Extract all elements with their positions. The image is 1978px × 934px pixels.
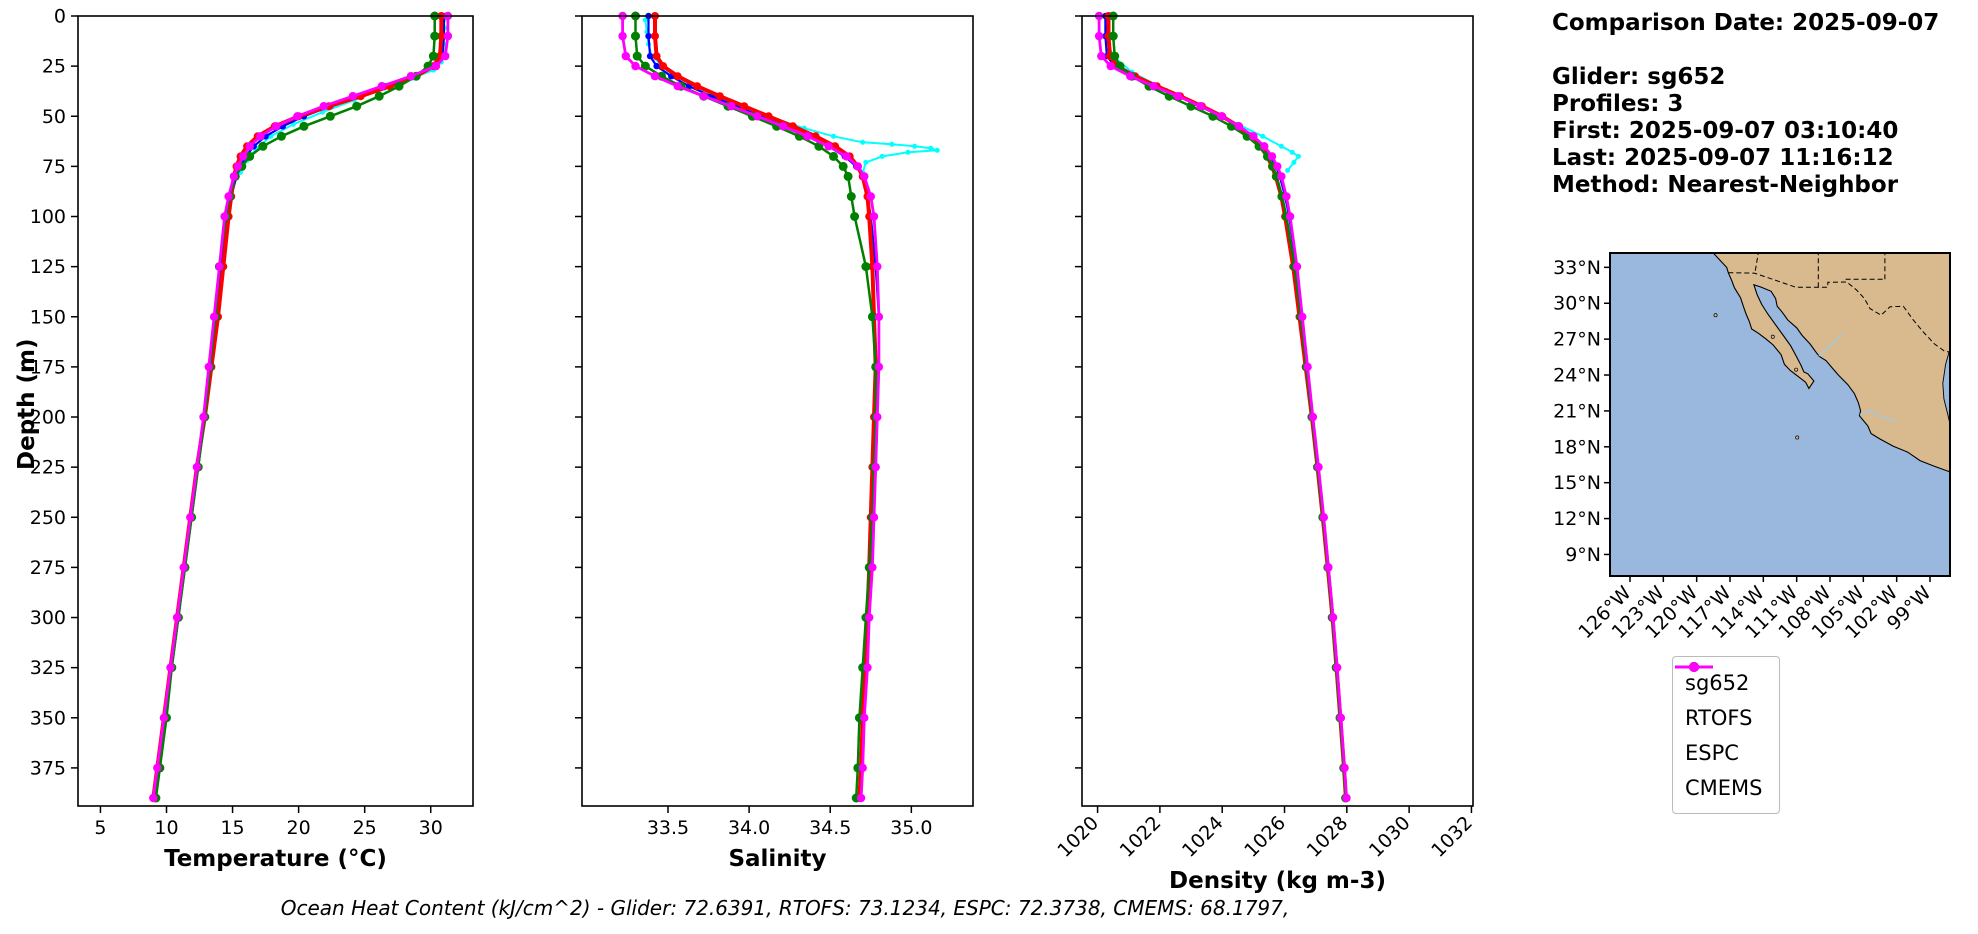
temperature-frame [77, 15, 474, 807]
legend-item-cmems: CMEMS [1675, 662, 1763, 805]
salinity-xtick-label: 34.0 [728, 817, 770, 839]
density-xtick-label: 1026 [1240, 812, 1290, 862]
depth-tick-label: 300 [30, 607, 66, 629]
map-frame [1609, 252, 1951, 577]
depth-tick-label: 275 [30, 557, 66, 579]
map-river [1859, 410, 1897, 423]
temperature-xtick-label: 10 [154, 817, 178, 839]
last-text: Last: 2025-09-07 11:16:12 [1552, 145, 1894, 171]
temperature-xtick-label: 20 [287, 817, 311, 839]
map-lat-label: 21°N [1553, 400, 1601, 422]
depth-tick-label: 0 [54, 6, 66, 28]
density-frame [1081, 15, 1474, 807]
legend-label: CMEMS [1685, 775, 1763, 800]
map-lat-label: 33°N [1553, 257, 1601, 279]
temperature-xtick-label: 25 [353, 817, 377, 839]
temperature-xtick-label: 15 [220, 817, 244, 839]
legend-item-espc: ESPC [1675, 662, 1763, 770]
density-series-glider-raw [1104, 17, 1301, 173]
legend-line-marker-icon [1675, 662, 1713, 672]
map-land [1712, 252, 1951, 473]
temperature-plot: 5 10 15 20 25 3002550751001251501752002252502… [30, 6, 474, 872]
depth-tick-label: 225 [30, 457, 66, 479]
density-xtick-label: 1020 [1053, 812, 1103, 862]
salinity-frame [581, 15, 974, 807]
depth-tick-label: 150 [30, 306, 66, 328]
map-island [1770, 334, 1775, 339]
ohc-caption: Ocean Heat Content (kJ/cm^2) - Glider: 7… [280, 896, 1290, 920]
salinity-series-glider-raw [642, 17, 940, 175]
map-border-line [1754, 252, 1759, 271]
salinity-xtick-label: 34.5 [809, 817, 851, 839]
depth-tick-label: 125 [30, 256, 66, 278]
temperature-xtick-label: 5 [94, 817, 106, 839]
salinity-xtick-label: 35.0 [890, 817, 932, 839]
map-lat-label: 12°N [1553, 508, 1601, 530]
info-gap [1552, 37, 1939, 64]
map-lat-label: 9°N [1565, 544, 1601, 566]
map-lat-label: 30°N [1553, 293, 1601, 315]
map-island [1794, 367, 1799, 372]
depth-tick-label: 375 [30, 757, 66, 779]
temperature-xtick-label: 30 [419, 817, 443, 839]
density-plot: 1020 1022 1024 1026 1028 1030 1032 Density (kg … [1053, 11, 1477, 894]
salinity-series-RTOFS [651, 12, 880, 802]
legend-label: ESPC [1685, 740, 1739, 765]
map-border-line [1728, 272, 1951, 353]
density-xtick-label: 1032 [1427, 812, 1477, 862]
glider-text: Glider: sg652 [1552, 64, 1726, 90]
legend-box: sg652 RTOFS ESPC CMEMS [1672, 656, 1780, 814]
depth-tick-label: 50 [42, 106, 66, 128]
legend-label: RTOFS [1685, 705, 1753, 730]
depth-tick-label: 350 [30, 707, 66, 729]
legend-item-rtofs: RTOFS [1675, 662, 1763, 735]
info-panel: Comparison Date: 2025-09-07 Glider: sg65… [1552, 10, 1939, 199]
map-lat-label: 18°N [1553, 436, 1601, 458]
temperature-axis-label: Temperature (°C) [164, 846, 387, 872]
map-island [1713, 313, 1718, 318]
density-axis-label: Density (kg m-3) [1169, 868, 1386, 894]
density-xtick-label: 1024 [1178, 812, 1228, 862]
method-text: Method: Nearest-Neighbor [1552, 172, 1899, 198]
salinity-xtick-label: 33.5 [647, 817, 689, 839]
salinity-axis-label: Salinity [728, 846, 826, 872]
depth-tick-label: 250 [30, 507, 66, 529]
density-series-CMEMS [1094, 11, 1351, 803]
depth-tick-label: 200 [30, 407, 66, 429]
temperature-series-sg652 [151, 12, 448, 802]
map-island [1795, 435, 1800, 440]
profiles-text: Profiles: 3 [1552, 91, 1684, 117]
first-text: First: 2025-09-07 03:10:40 [1552, 118, 1899, 144]
map-lat-label: 24°N [1553, 365, 1601, 387]
salinity-series-CMEMS [618, 11, 884, 803]
temperature-series-CMEMS [149, 11, 453, 803]
depth-tick-label: 25 [42, 56, 66, 78]
density-xtick-label: 1030 [1365, 812, 1415, 862]
map-lat-label: 27°N [1553, 329, 1601, 351]
depth-axis-label: Depth (m) [14, 338, 40, 470]
density-xtick-label: 1028 [1303, 812, 1353, 862]
comparison-date-text: Comparison Date: 2025-09-07 [1552, 10, 1940, 36]
density-series-ESPC [1108, 11, 1351, 803]
depth-tick-label: 100 [30, 206, 66, 228]
temperature-series-glider-raw [238, 17, 448, 175]
depth-tick-label: 75 [42, 156, 66, 178]
density-xtick-label: 1022 [1116, 812, 1166, 862]
depth-tick-label: 175 [30, 356, 66, 378]
salinity-plot: 33.5 34.0 34.5 35.0 Salinity [575, 11, 974, 872]
legend-label: sg652 [1685, 670, 1750, 695]
profile-plots-svg: 5 10 15 20 25 3002550751001251501752002252502… [30, 6, 1477, 895]
temperature-series-ESPC [151, 11, 440, 803]
map-river [1818, 333, 1843, 357]
salinity-series-sg652 [645, 12, 883, 802]
location-map: 33°N30°N27°N24°N21°N18°N15°N12°N9°N126°W… [1553, 252, 1951, 643]
map-lat-label: 15°N [1553, 472, 1601, 494]
depth-tick-label: 325 [30, 657, 66, 679]
salinity-series-ESPC [631, 11, 881, 803]
